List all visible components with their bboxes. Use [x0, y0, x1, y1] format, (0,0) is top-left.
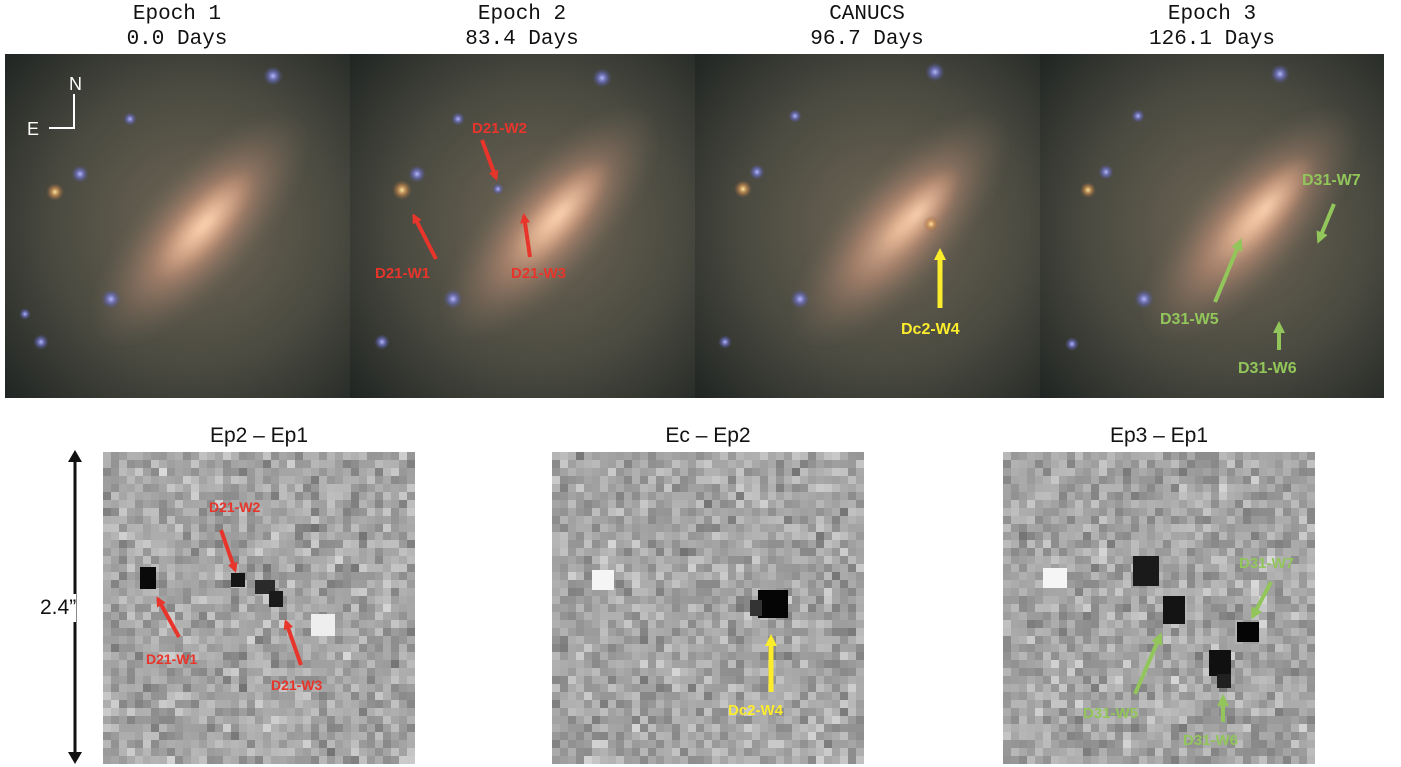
d31-w7-marker: D31-W7: [1302, 172, 1361, 244]
epoch-3-title: Epoch 3 126.1 Days: [1040, 2, 1384, 52]
dc2-w4-marker: Dc2-W4: [901, 248, 960, 338]
dc2-w4-label: Dc2-W4: [901, 321, 960, 338]
diff-d21-w1-label: D21-W1: [146, 651, 198, 667]
diff-d31-w6-marker: D31-W6: [1183, 694, 1238, 749]
diff-2-image: Dc2-W4: [552, 452, 864, 764]
canucs-image: Dc2-W4: [695, 54, 1040, 398]
d21-w1-marker: D21-W1: [375, 213, 438, 282]
diff-d21-w3-label: D21-W3: [271, 677, 323, 693]
diff-1-title: Ep2 – Ep1: [209, 424, 309, 447]
diff-1-image: D21-W2 D21-W1 D21-W3: [103, 452, 415, 764]
scale-bar-label: 2.4”: [40, 594, 77, 622]
d21-w2-label: D21-W2: [472, 120, 527, 137]
d21-w3-label: D21-W3: [511, 265, 566, 282]
epoch-2-title: Epoch 2 83.4 Days: [350, 2, 694, 52]
diff-d31-w7-label: D31-W7: [1239, 555, 1294, 572]
diff-1-noise: [103, 452, 415, 764]
diff-d21-w2-marker: D21-W2: [209, 499, 261, 573]
diff-d21-w2-label: D21-W2: [209, 499, 261, 515]
diff-d31-w5-marker: D31-W5: [1083, 632, 1163, 722]
diff-2-noise: [552, 452, 864, 764]
d31-w6-marker: D31-W6: [1238, 321, 1297, 377]
compass: N E: [27, 74, 82, 139]
diff-dc2-w4-label: Dc2-W4: [728, 702, 784, 719]
diff-3-noise: [1003, 452, 1315, 764]
epoch-2-image: D21-W1 D21-W2 D21-W3: [350, 54, 695, 398]
diff-3-title: Ep3 – Ep1: [1109, 424, 1209, 447]
epoch-1-image: N E: [5, 54, 350, 398]
d21-w1-label: D21-W1: [375, 265, 430, 282]
epoch-2-name: Epoch 2: [477, 3, 567, 26]
d31-w5-marker: D31-W5: [1160, 238, 1243, 328]
canucs-title: CANUCS 96.7 Days: [695, 2, 1039, 52]
epoch-1-title: Epoch 1 0.0 Days: [5, 2, 349, 52]
canucs-days: 96.7 Days: [810, 28, 924, 51]
compass-north: N: [69, 74, 82, 94]
diff-3-image: D31-W7 D31-W5 D31-W6: [1003, 452, 1315, 764]
diff-d21-w1-marker: D21-W1: [146, 596, 198, 667]
diff-d31-w5-label: D31-W5: [1083, 705, 1138, 722]
d31-w7-label: D31-W7: [1302, 172, 1361, 189]
d31-w5-label: D31-W5: [1160, 311, 1219, 328]
epoch-2-days: 83.4 Days: [465, 28, 579, 51]
d21-w2-marker: D21-W2: [472, 120, 527, 181]
epoch-1-days: 0.0 Days: [126, 28, 228, 51]
compass-east: E: [27, 119, 39, 139]
epoch-3-image: D31-W7 D31-W5 D31-W6: [1040, 54, 1384, 398]
epoch-3-days: 126.1 Days: [1148, 28, 1276, 51]
canucs-name: CANUCS: [829, 3, 905, 26]
diff-d21-w3-marker: D21-W3: [271, 619, 323, 693]
diff-d31-w7-marker: D31-W7: [1239, 555, 1294, 620]
diff-dc2-w4-marker: Dc2-W4: [728, 634, 784, 719]
epoch-1-name: Epoch 1: [132, 3, 222, 26]
d31-w6-label: D31-W6: [1238, 360, 1297, 377]
diff-2-title: Ec – Ep2: [665, 424, 751, 447]
diff-d31-w6-label: D31-W6: [1183, 732, 1238, 749]
epoch-3-name: Epoch 3: [1167, 3, 1257, 26]
d21-w3-marker: D21-W3: [511, 213, 566, 282]
